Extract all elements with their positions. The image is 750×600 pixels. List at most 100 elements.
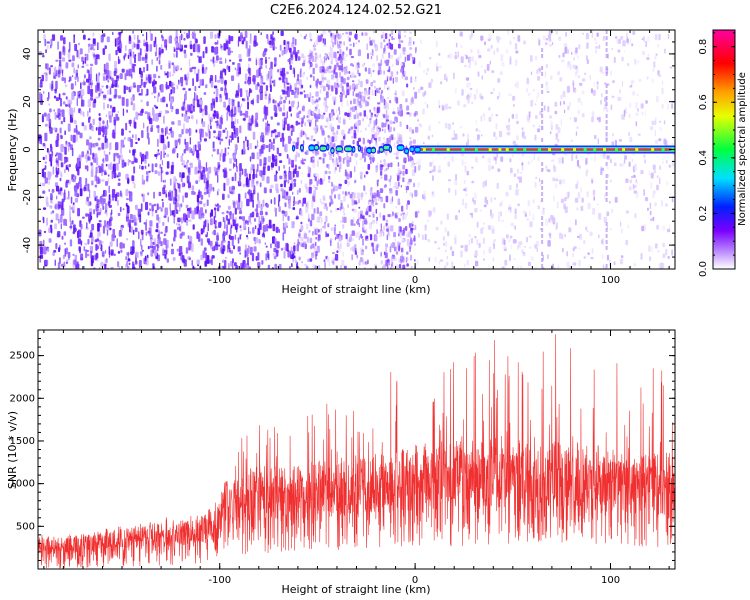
spectrogram-noise-cell	[477, 71, 480, 77]
spectrogram-noise-cell	[166, 258, 169, 263]
spectrogram-noise-cell	[41, 182, 46, 187]
spectrogram-noise-cell	[227, 194, 230, 199]
spectrogram-noise-cell	[85, 249, 88, 259]
spectrogram-noise-cell	[161, 160, 163, 166]
spectrogram-noise-cell	[197, 44, 201, 52]
spectrogram-noise-cell	[332, 132, 336, 136]
spectrogram-noise-cell	[98, 92, 101, 97]
spectrogram-noise-cell	[247, 96, 249, 101]
spectrogram-noise-cell	[343, 212, 345, 216]
spectrogram-noise-cell	[328, 170, 331, 174]
spectrogram-noise-cell	[58, 218, 60, 224]
spectrogram-noise-cell	[89, 211, 92, 216]
spectrogram-noise-cell	[283, 99, 286, 104]
spectrogram-noise-cell	[154, 36, 157, 44]
spectrogram-noise-cell	[253, 35, 257, 44]
spectrogram-noise-cell	[257, 192, 259, 201]
signal-onset-core	[327, 145, 329, 150]
spectrogram-noise-cell	[397, 168, 401, 174]
spectrogram-streak-cell	[541, 114, 544, 118]
spectrogram-noise-cell	[118, 178, 121, 181]
spectrogram-noise-cell	[437, 247, 441, 250]
spectrogram-noise-cell	[208, 183, 213, 192]
spectrogram-noise-cell	[42, 216, 45, 224]
spectrogram-noise-cell	[68, 256, 70, 261]
spectrogram-noise-cell	[181, 182, 185, 188]
spectrogram-streak-cell	[605, 72, 608, 76]
spectrogram-noise-cell	[226, 210, 229, 214]
signal-band-peak	[498, 148, 502, 151]
spectrogram-noise-cell	[411, 96, 414, 103]
spectrogram-noise-cell	[239, 163, 242, 172]
spectrogram-noise-cell	[164, 254, 167, 259]
spectrogram-noise-cell	[654, 55, 657, 60]
spectrogram-noise-cell	[569, 117, 572, 120]
spectrogram-noise-cell	[469, 212, 474, 216]
spectrogram-noise-cell	[311, 206, 313, 210]
spectrogram-noise-cell	[637, 133, 641, 136]
spectrogram-noise-cell	[389, 76, 392, 81]
spectrogram-noise-cell	[43, 230, 47, 233]
spectrogram-noise-cell	[239, 234, 242, 240]
spectrogram-noise-cell	[240, 233, 242, 237]
spectrogram-noise-cell	[249, 39, 252, 44]
spectrogram-noise-cell	[191, 66, 194, 69]
spectrogram-noise-cell	[214, 34, 217, 39]
spectrogram-noise-cell	[409, 47, 413, 50]
spectrogram-noise-cell	[46, 217, 48, 226]
spectrogram-noise-cell	[308, 97, 311, 102]
spectrogram-noise-cell	[577, 74, 581, 79]
spectrogram-noise-cell	[289, 47, 292, 53]
spectrogram-noise-cell	[196, 95, 199, 102]
spectrogram-noise-cell	[354, 33, 358, 40]
spectrogram-noise-cell	[563, 109, 566, 114]
spectrogram-noise-cell	[490, 213, 494, 219]
spectrogram-noise-cell	[383, 159, 386, 163]
spectrogram-noise-cell	[347, 204, 349, 209]
spectrogram-noise-cell	[553, 166, 557, 172]
spectrogram-noise-cell	[577, 235, 580, 238]
spectrogram-noise-cell	[119, 43, 123, 49]
spectrogram-noise-cell	[365, 211, 369, 216]
spectrogram-noise-cell	[404, 185, 407, 191]
spectrogram-noise-cell	[452, 268, 455, 269]
spectrogram-noise-cell	[217, 174, 219, 183]
spectrogram-noise-cell	[213, 135, 216, 138]
spectrogram-noise-cell	[651, 78, 655, 84]
spectrogram-noise-cell	[166, 161, 170, 169]
spectrogram-noise-cell	[212, 187, 215, 192]
spectrogram-noise-cell	[656, 184, 659, 191]
spectrogram-noise-cell	[307, 258, 310, 262]
spectrogram-noise-cell	[431, 191, 434, 195]
signal-onset-core	[410, 147, 414, 151]
spectrogram-noise-cell	[90, 162, 93, 166]
spectrogram-noise-cell	[293, 168, 295, 174]
spectrogram-noise-cell	[625, 178, 629, 183]
spectrogram-noise-cell	[234, 207, 237, 215]
spectrogram-noise-cell	[493, 239, 496, 243]
spectrogram-noise-cell	[491, 70, 495, 73]
spectrogram-noise-cell	[46, 63, 49, 71]
spectrogram-noise-cell	[158, 112, 162, 117]
spectrogram-noise-cell	[559, 232, 562, 239]
spectrogram-noise-cell	[394, 76, 398, 83]
spectrogram-noise-cell	[147, 245, 150, 250]
spectrogram-noise-cell	[320, 34, 323, 38]
spectrogram-noise-cell	[646, 76, 649, 80]
spectrogram-noise-cell	[65, 157, 69, 162]
spectrogram-noise-cell	[334, 236, 337, 241]
spectrogram-noise-cell	[173, 215, 175, 224]
spectrogram-noise-cell	[395, 205, 397, 209]
spectrogram-noise-cell	[125, 238, 129, 241]
spectrogram-noise-cell	[324, 38, 326, 45]
spectrogram-noise-cell	[99, 127, 102, 132]
spectrogram-noise-cell	[62, 101, 66, 105]
spectrogram-noise-cell	[280, 247, 284, 251]
spectrogram-noise-cell	[331, 117, 335, 121]
spectrogram-noise-cell	[572, 64, 576, 69]
spectrogram-noise-cell	[323, 112, 326, 115]
spectrogram-noise-cell	[206, 188, 209, 194]
spectrogram-noise-cell	[109, 241, 113, 247]
spectrogram-streak-cell	[605, 264, 608, 268]
spectrogram-noise-cell	[371, 89, 374, 96]
